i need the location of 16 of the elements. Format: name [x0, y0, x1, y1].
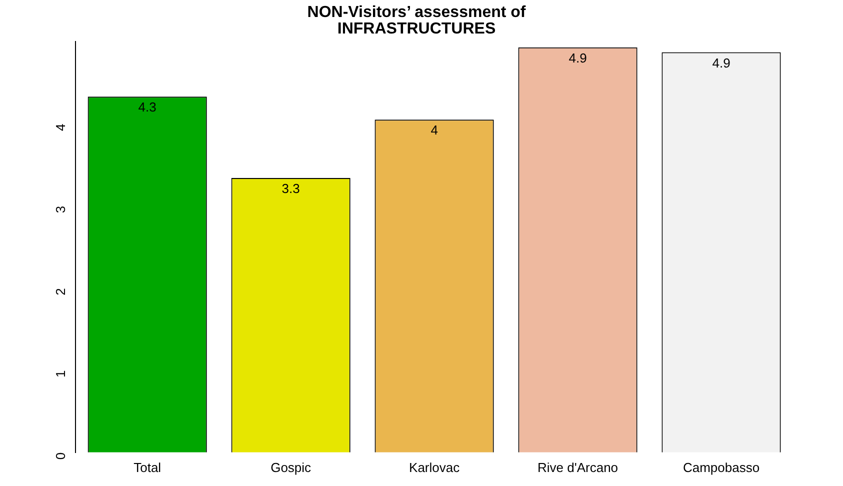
data-label: 4.3: [138, 100, 156, 115]
data-label: 4.9: [568, 50, 587, 66]
y-tick-label: 3: [53, 206, 68, 214]
x-tick-label: Campobasso: [682, 460, 760, 475]
y-tick-label: 1: [53, 370, 68, 378]
x-tick-label: Karlovac: [409, 460, 460, 475]
chart-title: NON-Visitors’ assessment of INFRASTRUCTURES: [307, 4, 526, 38]
y-tick-label: 2: [53, 288, 68, 296]
data-label: 4.9: [712, 55, 730, 70]
data-label: 4: [430, 122, 438, 138]
x-tick-label: Total: [134, 460, 162, 475]
x-tick-label: Gospic: [270, 460, 312, 475]
x-tick-label: Rive d'Arcano: [538, 460, 618, 475]
y-tick-label: 0: [53, 452, 68, 460]
y-tick-label: 4: [53, 124, 68, 131]
data-label: 3.3: [282, 181, 300, 196]
